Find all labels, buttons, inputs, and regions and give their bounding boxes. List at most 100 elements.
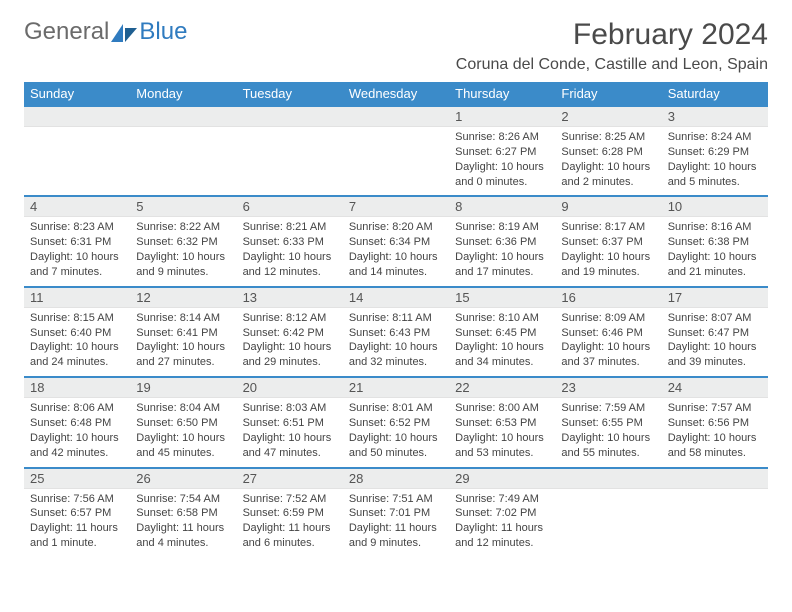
day-number: 6	[237, 197, 343, 217]
day-number: 10	[662, 197, 768, 217]
day-details	[24, 127, 130, 136]
day-details: Sunrise: 8:10 AMSunset: 6:45 PMDaylight:…	[449, 308, 555, 376]
sunset-line: Sunset: 6:41 PM	[136, 326, 230, 341]
sunrise-line: Sunrise: 8:09 AM	[561, 311, 655, 326]
day-details: Sunrise: 8:15 AMSunset: 6:40 PMDaylight:…	[24, 308, 130, 376]
daylight-line: Daylight: 10 hours and 24 minutes.	[30, 340, 124, 370]
location-subtitle: Coruna del Conde, Castille and Leon, Spa…	[456, 56, 768, 74]
day-details: Sunrise: 8:11 AMSunset: 6:43 PMDaylight:…	[343, 308, 449, 376]
calendar-day-cell: 12Sunrise: 8:14 AMSunset: 6:41 PMDayligh…	[130, 287, 236, 377]
sunrise-line: Sunrise: 8:10 AM	[455, 311, 549, 326]
day-number: 11	[24, 288, 130, 308]
calendar-table: SundayMondayTuesdayWednesdayThursdayFrid…	[24, 82, 768, 557]
day-number: 14	[343, 288, 449, 308]
sunrise-line: Sunrise: 8:25 AM	[561, 130, 655, 145]
calendar-day-cell: 4Sunrise: 8:23 AMSunset: 6:31 PMDaylight…	[24, 196, 130, 286]
sunset-line: Sunset: 6:47 PM	[668, 326, 762, 341]
day-details: Sunrise: 7:49 AMSunset: 7:02 PMDaylight:…	[449, 489, 555, 557]
day-number: 18	[24, 378, 130, 398]
day-number: 17	[662, 288, 768, 308]
weekday-header-row: SundayMondayTuesdayWednesdayThursdayFrid…	[24, 82, 768, 106]
calendar-day-cell: 5Sunrise: 8:22 AMSunset: 6:32 PMDaylight…	[130, 196, 236, 286]
daylight-line: Daylight: 10 hours and 32 minutes.	[349, 340, 443, 370]
calendar-day-cell: 3Sunrise: 8:24 AMSunset: 6:29 PMDaylight…	[662, 106, 768, 196]
daylight-line: Daylight: 10 hours and 53 minutes.	[455, 431, 549, 461]
sunrise-line: Sunrise: 7:59 AM	[561, 401, 655, 416]
calendar-day-cell: 2Sunrise: 8:25 AMSunset: 6:28 PMDaylight…	[555, 106, 661, 196]
calendar-day-cell: 26Sunrise: 7:54 AMSunset: 6:58 PMDayligh…	[130, 468, 236, 557]
day-number	[24, 107, 130, 127]
calendar-day-cell: 13Sunrise: 8:12 AMSunset: 6:42 PMDayligh…	[237, 287, 343, 377]
day-number: 16	[555, 288, 661, 308]
calendar-day-cell: 10Sunrise: 8:16 AMSunset: 6:38 PMDayligh…	[662, 196, 768, 286]
sunrise-line: Sunrise: 8:01 AM	[349, 401, 443, 416]
day-details: Sunrise: 8:19 AMSunset: 6:36 PMDaylight:…	[449, 217, 555, 285]
calendar-week-row: 1Sunrise: 8:26 AMSunset: 6:27 PMDaylight…	[24, 106, 768, 196]
day-number: 25	[24, 469, 130, 489]
calendar-empty-cell	[555, 468, 661, 557]
sunrise-line: Sunrise: 8:14 AM	[136, 311, 230, 326]
sunrise-line: Sunrise: 8:21 AM	[243, 220, 337, 235]
calendar-day-cell: 19Sunrise: 8:04 AMSunset: 6:50 PMDayligh…	[130, 377, 236, 467]
weekday-header: Wednesday	[343, 82, 449, 106]
daylight-line: Daylight: 10 hours and 42 minutes.	[30, 431, 124, 461]
calendar-day-cell: 6Sunrise: 8:21 AMSunset: 6:33 PMDaylight…	[237, 196, 343, 286]
sunset-line: Sunset: 6:28 PM	[561, 145, 655, 160]
day-number: 2	[555, 107, 661, 127]
day-number	[555, 469, 661, 489]
sunrise-line: Sunrise: 8:17 AM	[561, 220, 655, 235]
daylight-line: Daylight: 10 hours and 37 minutes.	[561, 340, 655, 370]
day-number: 12	[130, 288, 236, 308]
day-number: 21	[343, 378, 449, 398]
day-number: 15	[449, 288, 555, 308]
daylight-line: Daylight: 11 hours and 1 minute.	[30, 521, 124, 551]
daylight-line: Daylight: 10 hours and 47 minutes.	[243, 431, 337, 461]
weekday-header: Sunday	[24, 82, 130, 106]
sunrise-line: Sunrise: 7:51 AM	[349, 492, 443, 507]
sunrise-line: Sunrise: 8:22 AM	[136, 220, 230, 235]
day-details	[130, 127, 236, 136]
sunset-line: Sunset: 6:51 PM	[243, 416, 337, 431]
calendar-day-cell: 15Sunrise: 8:10 AMSunset: 6:45 PMDayligh…	[449, 287, 555, 377]
page-title: February 2024	[456, 18, 768, 52]
daylight-line: Daylight: 10 hours and 58 minutes.	[668, 431, 762, 461]
sunrise-line: Sunrise: 8:20 AM	[349, 220, 443, 235]
day-details: Sunrise: 7:59 AMSunset: 6:55 PMDaylight:…	[555, 398, 661, 466]
day-details: Sunrise: 8:12 AMSunset: 6:42 PMDaylight:…	[237, 308, 343, 376]
day-number: 26	[130, 469, 236, 489]
daylight-line: Daylight: 10 hours and 29 minutes.	[243, 340, 337, 370]
daylight-line: Daylight: 10 hours and 19 minutes.	[561, 250, 655, 280]
calendar-day-cell: 21Sunrise: 8:01 AMSunset: 6:52 PMDayligh…	[343, 377, 449, 467]
sunrise-line: Sunrise: 8:15 AM	[30, 311, 124, 326]
calendar-day-cell: 18Sunrise: 8:06 AMSunset: 6:48 PMDayligh…	[24, 377, 130, 467]
calendar-week-row: 18Sunrise: 8:06 AMSunset: 6:48 PMDayligh…	[24, 377, 768, 467]
day-details: Sunrise: 8:07 AMSunset: 6:47 PMDaylight:…	[662, 308, 768, 376]
calendar-day-cell: 23Sunrise: 7:59 AMSunset: 6:55 PMDayligh…	[555, 377, 661, 467]
sunrise-line: Sunrise: 8:23 AM	[30, 220, 124, 235]
sunrise-line: Sunrise: 7:49 AM	[455, 492, 549, 507]
sunrise-line: Sunrise: 7:52 AM	[243, 492, 337, 507]
day-number: 7	[343, 197, 449, 217]
day-number: 9	[555, 197, 661, 217]
day-details	[662, 489, 768, 498]
weekday-header: Saturday	[662, 82, 768, 106]
sunset-line: Sunset: 6:56 PM	[668, 416, 762, 431]
sunrise-line: Sunrise: 8:07 AM	[668, 311, 762, 326]
sunrise-line: Sunrise: 8:11 AM	[349, 311, 443, 326]
sunset-line: Sunset: 6:34 PM	[349, 235, 443, 250]
day-details: Sunrise: 8:03 AMSunset: 6:51 PMDaylight:…	[237, 398, 343, 466]
sunrise-line: Sunrise: 7:56 AM	[30, 492, 124, 507]
sunset-line: Sunset: 7:02 PM	[455, 506, 549, 521]
day-number: 13	[237, 288, 343, 308]
day-number: 27	[237, 469, 343, 489]
sunset-line: Sunset: 6:46 PM	[561, 326, 655, 341]
sunrise-line: Sunrise: 8:03 AM	[243, 401, 337, 416]
calendar-day-cell: 14Sunrise: 8:11 AMSunset: 6:43 PMDayligh…	[343, 287, 449, 377]
sunrise-line: Sunrise: 8:16 AM	[668, 220, 762, 235]
day-number: 3	[662, 107, 768, 127]
daylight-line: Daylight: 10 hours and 55 minutes.	[561, 431, 655, 461]
day-details: Sunrise: 8:20 AMSunset: 6:34 PMDaylight:…	[343, 217, 449, 285]
day-number	[130, 107, 236, 127]
sunrise-line: Sunrise: 8:00 AM	[455, 401, 549, 416]
calendar-empty-cell	[130, 106, 236, 196]
